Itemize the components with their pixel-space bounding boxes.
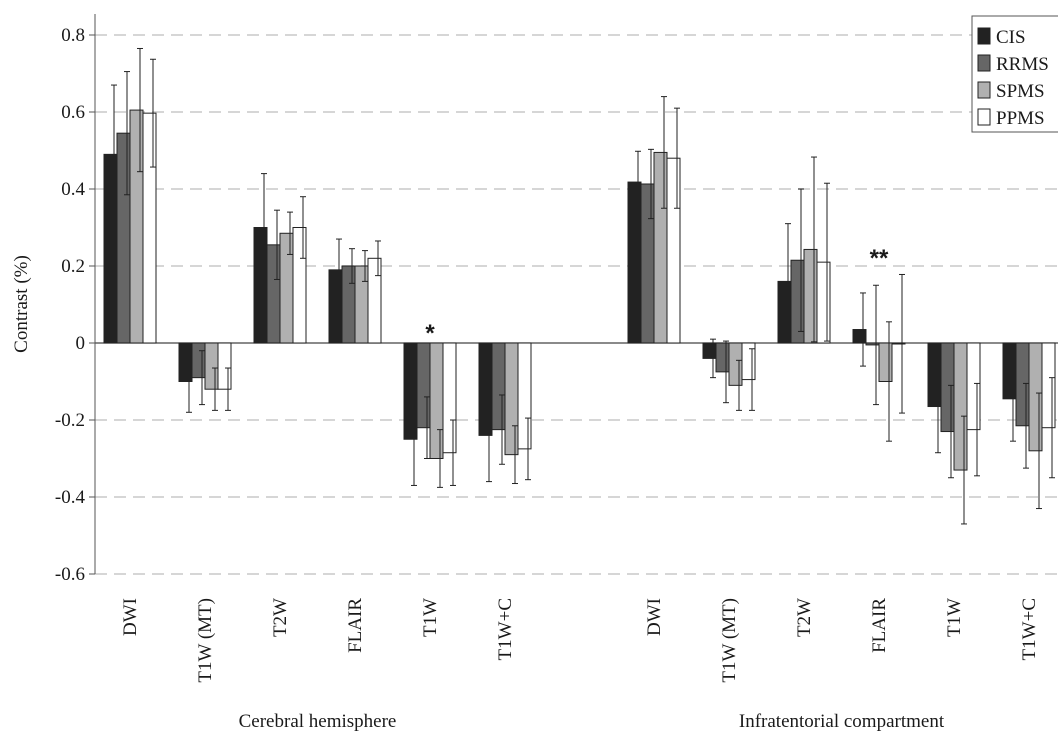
bar-ppms [891, 342, 906, 345]
x-tick-label: FLAIR [345, 598, 366, 653]
bar-spms [429, 342, 444, 459]
bar-spms [204, 342, 219, 390]
bars [103, 47, 1056, 525]
legend-label-ppms: PPMS [996, 108, 1045, 129]
y-tick-label: -0.4 [55, 487, 86, 508]
legend-swatch-cis [977, 27, 991, 45]
bar-cis [1002, 342, 1017, 400]
group-label: Infratentorial compartment [739, 711, 945, 732]
x-tick-label: T2W [794, 598, 815, 637]
bar-cis [328, 269, 343, 344]
bar-rrms [116, 132, 131, 344]
bar-rrms [491, 342, 506, 431]
bar-ppms [1041, 342, 1056, 429]
bar-ppms [442, 342, 457, 454]
significance-marker: * [425, 320, 435, 347]
bar-rrms [940, 342, 955, 433]
x-tick-label: T1W [944, 598, 965, 637]
y-axis: 0.8 0.6 0.4 0.2 0 -0.2 -0.4 -0.6 [55, 14, 96, 585]
bar-rrms [790, 259, 805, 344]
x-tick-labels: DWI T1W (MT) T2W FLAIR T1W T1W+C Cerebral hemi… [120, 598, 1040, 732]
bar-rrms [640, 183, 655, 344]
bar-spms [279, 232, 294, 344]
x-tick-label: FLAIR [869, 598, 890, 653]
legend-swatch-spms [977, 81, 991, 99]
x-tick-label: DWI [120, 598, 141, 636]
bar-spms [653, 151, 668, 344]
bar-spms [354, 265, 369, 344]
x-tick-label: T1W [420, 598, 441, 637]
bar-cis [403, 342, 418, 440]
bar-rrms [715, 342, 730, 373]
significance-annotations: *** [425, 245, 889, 347]
legend-swatch-ppms [977, 108, 991, 126]
bar-spms [129, 109, 144, 344]
y-tick-label: 0.2 [61, 256, 85, 277]
legend-label-cis: CIS [996, 27, 1026, 48]
legend-label-spms: SPMS [996, 81, 1045, 102]
bar-cis [103, 153, 118, 344]
bar-spms [728, 342, 743, 386]
group-label: Cerebral hemisphere [239, 711, 397, 732]
bar-spms [504, 342, 519, 456]
bar-cis [927, 342, 942, 408]
bar-spms [1028, 342, 1043, 452]
bar-ppms [816, 261, 831, 344]
x-tick-label: DWI [644, 598, 665, 636]
legend-label-rrms: RRMS [996, 54, 1049, 75]
bar-cis [852, 329, 867, 344]
bar-rrms [341, 265, 356, 344]
bar-ppms [292, 227, 307, 344]
legend: CIS RRMS SPMS PPMS [971, 15, 1058, 133]
bar-ppms [367, 257, 382, 344]
significance-marker: ** [870, 245, 889, 272]
bar-cis [702, 342, 717, 359]
bar-cis [178, 342, 193, 382]
bar-spms [878, 342, 893, 382]
x-tick-label: T2W [270, 598, 291, 637]
bar-rrms [191, 342, 206, 379]
bar-ppms [142, 112, 157, 344]
y-tick-label: -0.2 [55, 410, 85, 431]
bar-rrms [266, 244, 281, 344]
x-tick-label: T1W (MT) [719, 598, 740, 683]
y-tick-label: 0.6 [61, 102, 85, 123]
bar-cis [777, 280, 792, 344]
bar-ppms [966, 342, 981, 431]
bar-ppms [217, 342, 232, 390]
y-tick-label: 0.8 [61, 25, 85, 46]
bar-spms [803, 248, 818, 344]
bar-cis [627, 181, 642, 344]
bar-ppms [517, 342, 532, 450]
y-axis-title: Contrast (%) [11, 255, 32, 353]
y-tick-label: -0.6 [55, 564, 85, 585]
y-tick-label: 0.4 [61, 179, 85, 200]
x-tick-label: T1W (MT) [195, 598, 216, 683]
grid-lines [95, 34, 1058, 575]
y-tick-label: 0 [76, 333, 86, 354]
legend-swatch-rrms [977, 54, 991, 72]
bar-rrms [416, 342, 431, 429]
bar-cis [253, 227, 268, 344]
bar-ppms [666, 157, 681, 344]
bar-rrms [1015, 342, 1030, 427]
bar-spms [953, 342, 968, 471]
x-tick-label: T1W+C [495, 598, 516, 660]
x-tick-label: T1W+C [1019, 598, 1040, 660]
bar-rrms [865, 342, 880, 346]
